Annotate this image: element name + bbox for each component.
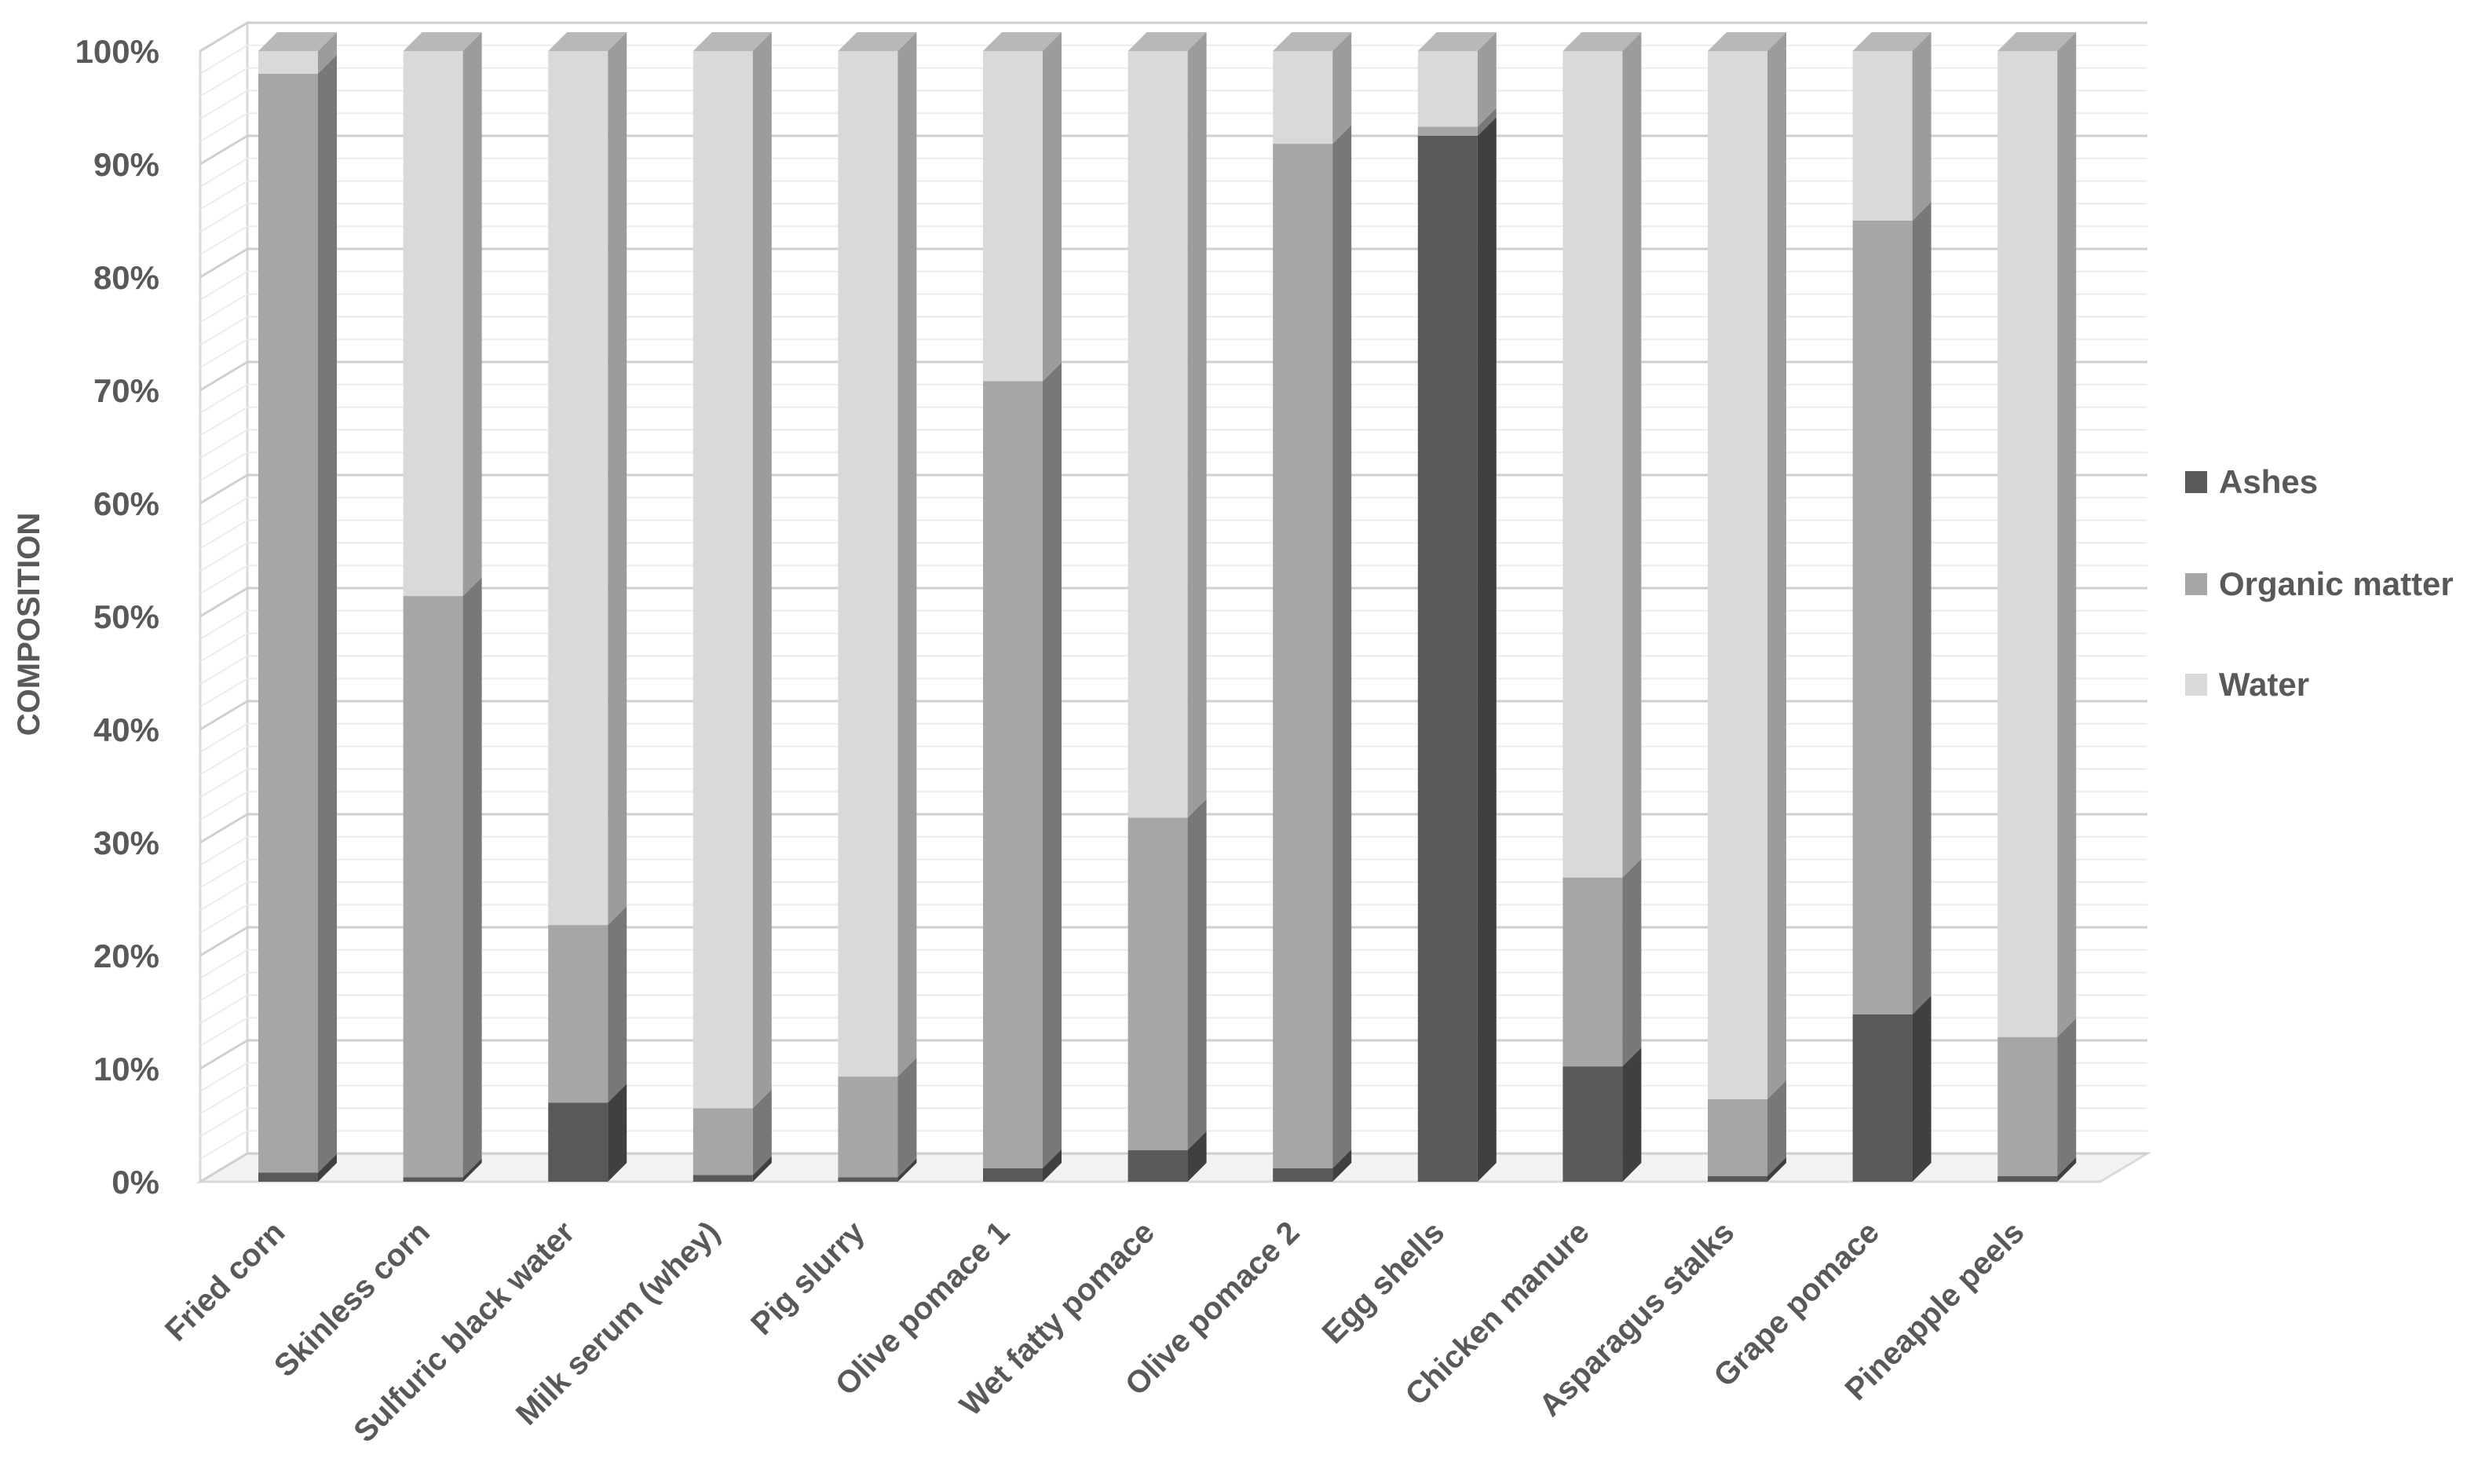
bar-segment-organic-matter: [1997, 1018, 2077, 1176]
bar-segment-ashes: [1128, 1131, 1207, 1182]
y-tick-label: 60%: [93, 485, 159, 522]
y-tick-label: 40%: [93, 711, 159, 748]
bar-segment-organic-matter: [1562, 858, 1642, 1067]
legend-item: Organic matter: [2185, 565, 2454, 602]
bar-segment-ashes: [693, 1156, 772, 1182]
legend-swatch: [2185, 674, 2207, 696]
bar-segment-water: [258, 32, 337, 74]
bar-segment-water: [1708, 32, 1786, 1099]
major-gridline: [199, 21, 2147, 53]
bar-segment-ashes: [1562, 1047, 1642, 1182]
bar-group: [1708, 32, 1786, 1182]
legend-item: Water: [2185, 666, 2309, 703]
bar-segment-ashes: [1997, 1157, 2077, 1182]
bar-segment-organic-matter: [838, 1058, 917, 1178]
bar-segment-water: [1562, 32, 1642, 878]
x-category-label: Pig slurry: [744, 1215, 872, 1342]
bar-segment-organic-matter: [983, 362, 1062, 1168]
bar-group: [1852, 32, 1932, 1182]
legend: Ashes Organic matter Water: [2185, 463, 2454, 703]
bar-group: [1562, 32, 1642, 1182]
y-tick-label: 20%: [93, 938, 159, 974]
bar-segment-ashes: [1273, 1149, 1352, 1182]
bar-segment-water: [548, 32, 627, 926]
bar-segment-organic-matter: [693, 1089, 772, 1175]
bar-group: [693, 32, 772, 1182]
bar-group: [258, 32, 337, 1182]
y-tick-label: 30%: [93, 824, 159, 861]
bar-segment-organic-matter: [1273, 125, 1352, 1168]
bar-segment-ashes: [983, 1149, 1062, 1182]
y-tick-label: 0%: [111, 1164, 159, 1201]
bar-group: [1417, 32, 1497, 1182]
bar-group: [1997, 32, 2077, 1182]
legend-label: Water: [2219, 666, 2309, 703]
legend-item: Ashes: [2185, 463, 2318, 500]
y-axis-ticks: 0% 10% 20% 30% 40% 50% 60% 70% 80% 90% 100%: [75, 33, 159, 1201]
bar-segment-water: [1128, 32, 1207, 818]
bar-segment-organic-matter: [258, 54, 337, 1173]
bar-segment-organic-matter: [548, 906, 627, 1103]
bar-segment-water: [838, 32, 917, 1077]
bar-group: [403, 32, 482, 1182]
x-category-label: Skinless corn: [268, 1215, 437, 1383]
bar-segment-ashes: [1417, 117, 1497, 1182]
y-tick-label: 50%: [93, 598, 159, 635]
bar-segment-ashes: [1852, 995, 1932, 1182]
bar-segment-ashes: [548, 1084, 627, 1182]
bar-group: [983, 32, 1062, 1182]
y-tick-label: 70%: [93, 372, 159, 409]
y-tick-label: 80%: [93, 259, 159, 296]
legend-swatch: [2185, 573, 2207, 595]
x-category-label: Egg shells: [1316, 1215, 1452, 1351]
y-tick-label: 90%: [93, 146, 159, 183]
bar-segment-ashes: [1708, 1157, 1786, 1182]
bar-segment-water: [403, 32, 482, 597]
bar-group: [838, 32, 917, 1182]
y-axis-title: COMPOSITION: [12, 513, 46, 736]
bar-group: [1273, 32, 1352, 1182]
bars: [258, 32, 2077, 1182]
bar-segment-ashes: [403, 1158, 482, 1182]
bar-segment-organic-matter: [1708, 1080, 1786, 1176]
y-tick-label: 10%: [93, 1051, 159, 1087]
bar-segment-ashes: [258, 1153, 337, 1182]
bar-segment-water: [1852, 32, 1932, 221]
bar-segment-water: [693, 32, 772, 1109]
x-category-label: Fried corn: [159, 1215, 291, 1347]
bar-segment-water: [1417, 32, 1497, 127]
bar-segment-water: [983, 32, 1062, 382]
bar-segment-organic-matter: [403, 577, 482, 1178]
bar-group: [1128, 32, 1207, 1182]
y-tick-label: 100%: [75, 33, 159, 70]
legend-swatch: [2185, 471, 2207, 493]
legend-label: Ashes: [2219, 463, 2318, 500]
bar-group: [548, 32, 627, 1182]
bar-segment-water: [1997, 32, 2077, 1037]
bar-segment-organic-matter: [1128, 799, 1207, 1150]
bar-segment-ashes: [838, 1158, 917, 1182]
bar-segment-organic-matter: [1852, 202, 1932, 1014]
bar-segment-water: [1273, 32, 1352, 144]
legend-label: Organic matter: [2219, 565, 2454, 602]
bar-segment-organic-matter: [1417, 108, 1497, 136]
